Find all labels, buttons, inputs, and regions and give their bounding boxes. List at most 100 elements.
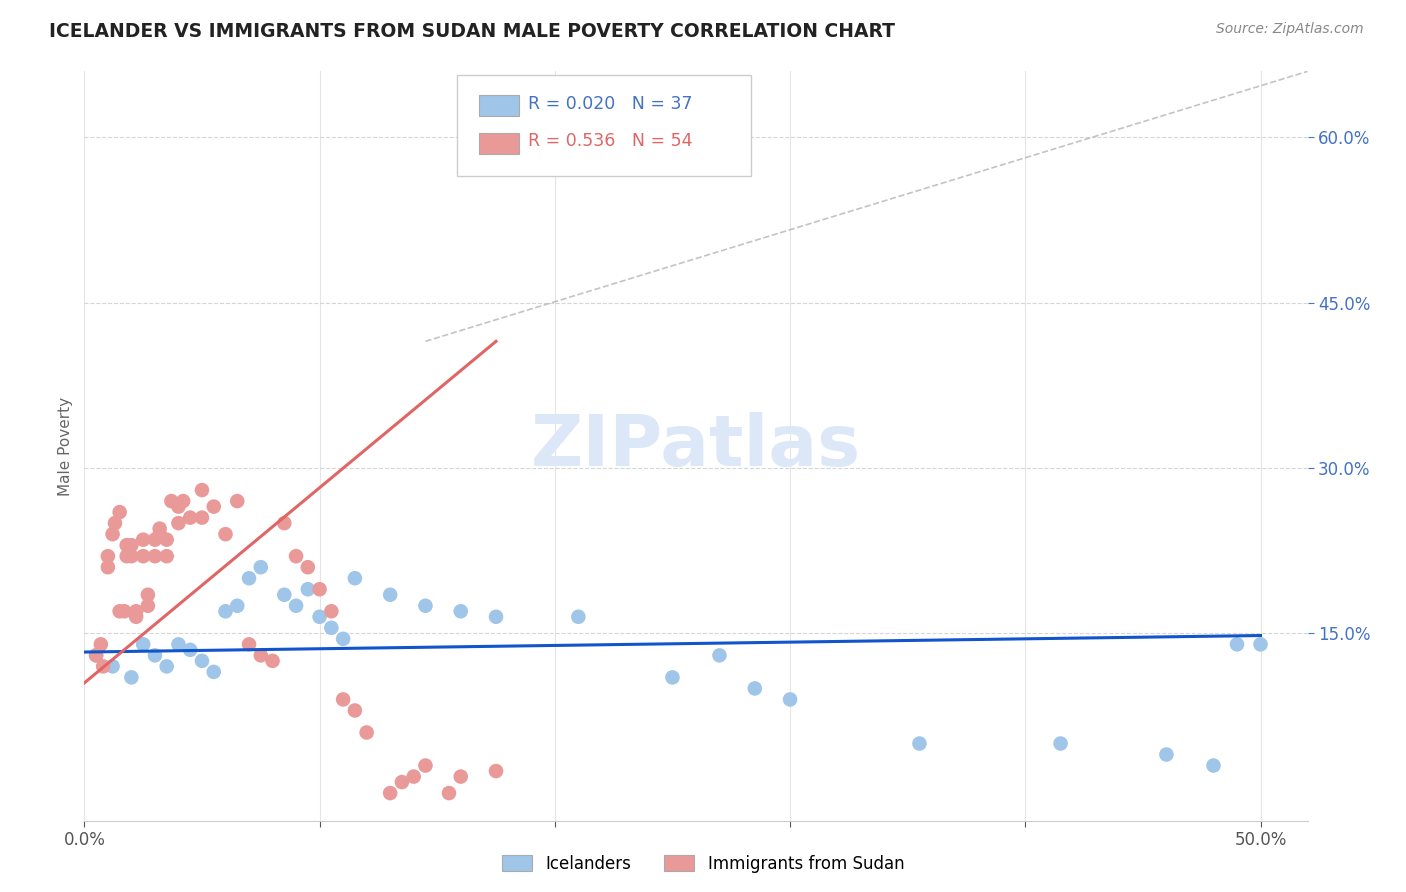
Point <box>167 500 190 514</box>
Point <box>108 604 131 618</box>
Point <box>132 637 155 651</box>
FancyBboxPatch shape <box>479 95 519 116</box>
Point <box>273 588 295 602</box>
Point <box>115 549 138 564</box>
Point <box>136 599 159 613</box>
Point <box>108 505 131 519</box>
Point <box>160 494 183 508</box>
Point <box>156 659 179 673</box>
Point <box>90 637 112 651</box>
Point <box>132 549 155 564</box>
Point <box>156 533 179 547</box>
Point <box>380 786 402 800</box>
Point <box>149 522 172 536</box>
Point <box>101 527 124 541</box>
Point <box>415 758 437 772</box>
Point <box>179 510 201 524</box>
Point <box>273 516 295 530</box>
Point <box>297 582 319 597</box>
Point <box>332 632 354 646</box>
Point <box>91 659 114 673</box>
Point <box>285 599 308 613</box>
Point <box>343 703 366 717</box>
Point <box>520 141 543 155</box>
Point <box>308 582 330 597</box>
Point <box>1156 747 1178 762</box>
Point <box>332 692 354 706</box>
Point <box>249 648 271 663</box>
Point <box>226 494 249 508</box>
Text: ZIPatlas: ZIPatlas <box>531 411 860 481</box>
Point <box>120 538 142 552</box>
Point <box>143 549 166 564</box>
Point <box>120 670 142 684</box>
Point <box>661 670 683 684</box>
Point <box>908 737 931 751</box>
Point <box>285 549 308 564</box>
Point <box>249 560 271 574</box>
Point <box>191 483 214 497</box>
Point <box>391 775 413 789</box>
Point <box>1202 758 1225 772</box>
Point <box>485 609 508 624</box>
Point <box>104 516 127 530</box>
Point <box>402 770 425 784</box>
Point <box>97 549 120 564</box>
Legend: Icelanders, Immigrants from Sudan: Icelanders, Immigrants from Sudan <box>495 848 911 880</box>
Point <box>238 637 260 651</box>
Point <box>132 533 155 547</box>
Point <box>415 599 437 613</box>
Point <box>97 560 120 574</box>
FancyBboxPatch shape <box>457 75 751 177</box>
Text: Source: ZipAtlas.com: Source: ZipAtlas.com <box>1216 22 1364 37</box>
Point <box>297 560 319 574</box>
Point <box>238 571 260 585</box>
Point <box>308 609 330 624</box>
Point <box>202 665 225 679</box>
Point <box>343 571 366 585</box>
Point <box>262 654 284 668</box>
Point <box>191 510 214 524</box>
Point <box>1226 637 1249 651</box>
Point <box>356 725 378 739</box>
Point <box>179 643 201 657</box>
Point <box>143 533 166 547</box>
Y-axis label: Male Poverty: Male Poverty <box>58 396 73 496</box>
Point <box>744 681 766 696</box>
Point <box>143 648 166 663</box>
Text: R = 0.020   N = 37: R = 0.020 N = 37 <box>529 95 693 112</box>
Point <box>84 648 107 663</box>
Point <box>567 609 589 624</box>
Point <box>779 692 801 706</box>
Text: ICELANDER VS IMMIGRANTS FROM SUDAN MALE POVERTY CORRELATION CHART: ICELANDER VS IMMIGRANTS FROM SUDAN MALE … <box>49 22 896 41</box>
Point <box>125 604 148 618</box>
Point <box>437 786 460 800</box>
Point <box>485 764 508 778</box>
Point <box>167 637 190 651</box>
Point <box>149 527 172 541</box>
Point <box>214 527 236 541</box>
Point <box>450 604 472 618</box>
Point <box>156 549 179 564</box>
Point <box>84 648 107 663</box>
Point <box>112 604 135 618</box>
Point <box>172 494 194 508</box>
Point <box>380 588 402 602</box>
Point <box>202 500 225 514</box>
Point <box>115 538 138 552</box>
Point <box>191 654 214 668</box>
Point <box>321 604 343 618</box>
Point <box>214 604 236 618</box>
Point <box>709 648 731 663</box>
Point <box>136 588 159 602</box>
FancyBboxPatch shape <box>479 133 519 153</box>
Point <box>226 599 249 613</box>
Text: R = 0.536   N = 54: R = 0.536 N = 54 <box>529 132 693 150</box>
Point <box>1250 637 1272 651</box>
Point <box>321 621 343 635</box>
Point <box>450 770 472 784</box>
Point <box>101 659 124 673</box>
Point <box>120 549 142 564</box>
Point <box>125 609 148 624</box>
Point <box>1049 737 1071 751</box>
